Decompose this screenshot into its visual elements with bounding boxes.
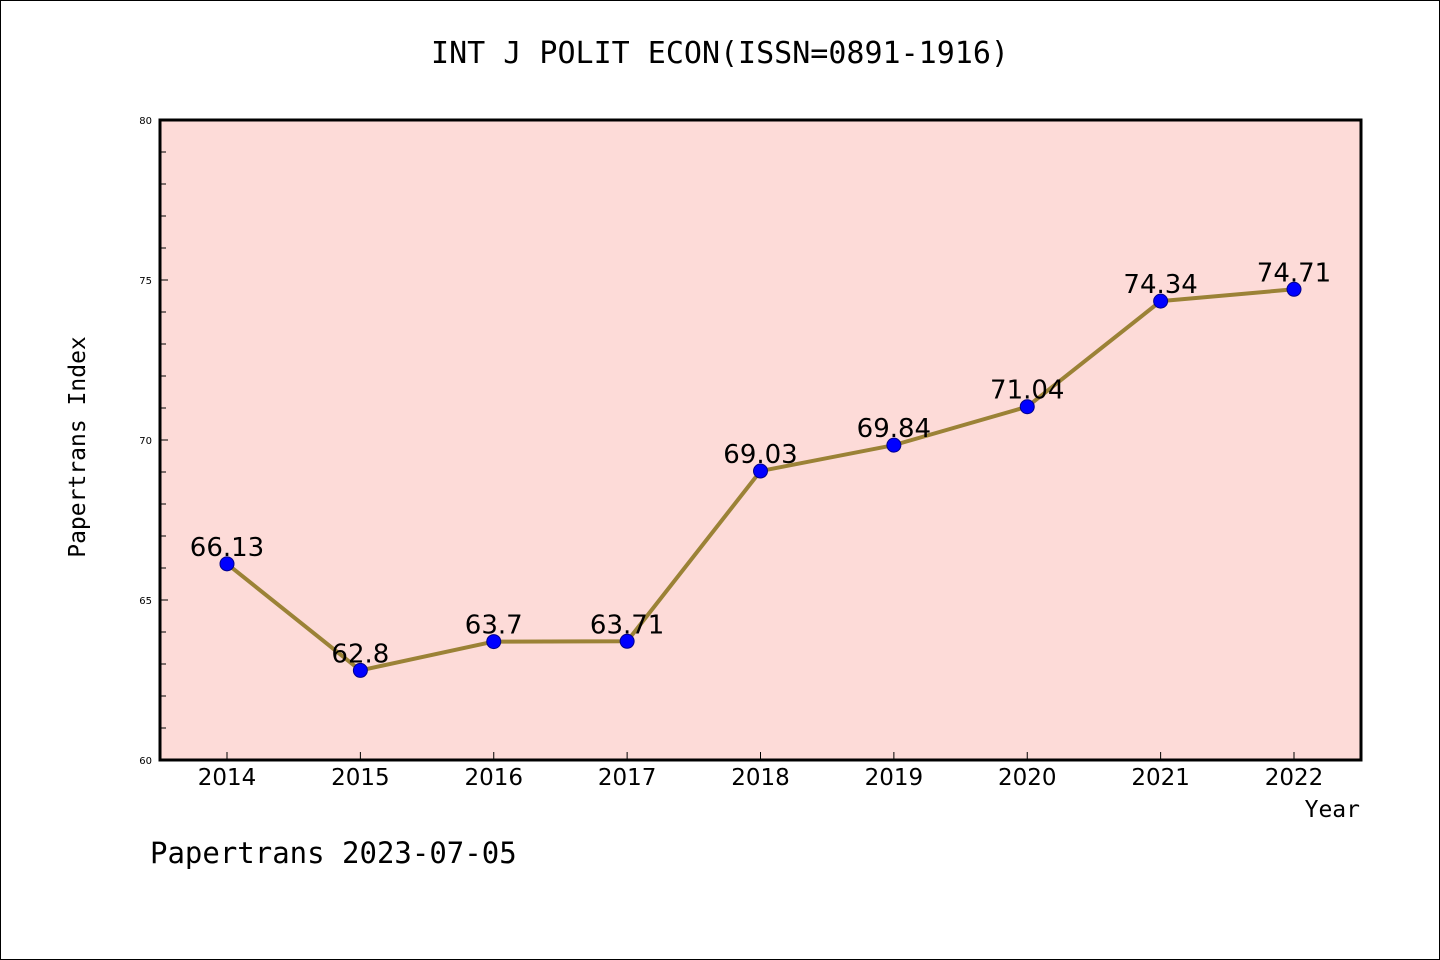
data-point	[619, 633, 635, 649]
x-tick-label: 2014	[198, 765, 257, 791]
y-tick-label: 60	[139, 756, 152, 767]
data-label: 66.13	[190, 533, 264, 563]
data-label: 69.84	[857, 414, 931, 444]
x-tick-label: 2020	[998, 765, 1057, 791]
plot-area	[160, 120, 1361, 760]
data-point	[753, 463, 768, 479]
data-label: 71.04	[990, 376, 1064, 406]
y-tick-label: 70	[139, 436, 152, 447]
data-label: 63.7	[465, 611, 523, 641]
data-point	[1019, 399, 1035, 415]
chart-title: INT J POLIT ECON(ISSN=0891-1916)	[431, 36, 1009, 71]
plot-border	[158, 118, 1363, 762]
x-tick-label: 2016	[464, 765, 523, 791]
y-tick-label: 80	[139, 116, 152, 127]
y-tick-label: 75	[139, 276, 152, 287]
data-point	[886, 437, 902, 453]
x-tick-label: 2022	[1265, 765, 1324, 791]
x-axis-label: Year	[1304, 797, 1360, 823]
x-tick-label: 2015	[331, 765, 390, 791]
footer-date: Papertrans 2023-07-05	[150, 836, 517, 870]
data-point	[352, 662, 368, 678]
x-tick-label: 2017	[598, 765, 657, 791]
data-point	[219, 556, 235, 572]
data-label: 62.8	[331, 639, 389, 669]
data-label: 63.71	[590, 610, 664, 640]
x-tick-label: 2018	[731, 765, 790, 791]
x-tick-label: 2019	[865, 765, 924, 791]
data-label: 74.34	[1123, 270, 1197, 300]
y-tick-label: 65	[139, 596, 152, 607]
data-point	[1153, 293, 1169, 309]
x-tick-label: 2021	[1131, 765, 1190, 791]
data-label: 69.03	[723, 440, 797, 470]
data-label: 74.71	[1257, 258, 1331, 288]
data-point	[486, 634, 502, 650]
data-point	[1286, 281, 1302, 297]
